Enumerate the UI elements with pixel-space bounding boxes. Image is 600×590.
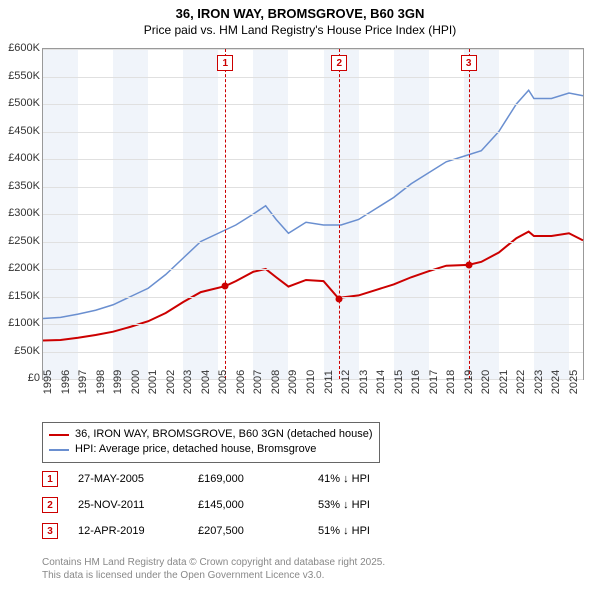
y-axis-label: £450K [8, 125, 40, 137]
x-axis-label: 2018 [445, 370, 457, 394]
transaction-row: 3 12-APR-2019 £207,500 51% ↓ HPI [42, 518, 398, 544]
legend-row: 36, IRON WAY, BROMSGROVE, B60 3GN (detac… [49, 427, 373, 442]
y-axis-label: £250K [8, 235, 40, 247]
sale-marker-badge: 1 [217, 55, 233, 71]
x-axis-label: 2016 [410, 370, 422, 394]
legend-swatch [49, 434, 69, 436]
x-axis-label: 1995 [42, 370, 54, 394]
transaction-hpi: 51% ↓ HPI [318, 525, 398, 537]
sale-marker-dot [222, 283, 229, 290]
y-axis-label: £100K [8, 317, 40, 329]
x-axis-label: 2010 [305, 370, 317, 394]
x-axis-label: 1999 [112, 370, 124, 394]
attribution-line1: Contains HM Land Registry data © Crown c… [42, 556, 385, 569]
transaction-price: £145,000 [198, 499, 298, 511]
sale-marker-line [469, 49, 470, 379]
x-axis-label: 2003 [182, 370, 194, 394]
x-axis-label: 2000 [130, 370, 142, 394]
y-axis-label: £50K [14, 345, 40, 357]
x-axis-label: 2017 [428, 370, 440, 394]
transaction-table: 1 27-MAY-2005 £169,000 41% ↓ HPI 2 25-NOV-201… [42, 466, 398, 544]
gridline [43, 242, 583, 243]
sale-marker-line [339, 49, 340, 379]
transaction-marker: 1 [42, 471, 58, 487]
gridline [43, 297, 583, 298]
transaction-price: £207,500 [198, 525, 298, 537]
transaction-price: £169,000 [198, 473, 298, 485]
x-axis-label: 2013 [358, 370, 370, 394]
legend: 36, IRON WAY, BROMSGROVE, B60 3GN (detac… [42, 422, 380, 463]
y-axis-label: £500K [8, 97, 40, 109]
x-axis-label: 2006 [235, 370, 247, 394]
y-axis-label: £300K [8, 207, 40, 219]
gridline [43, 104, 583, 105]
gridline [43, 77, 583, 78]
x-axis-label: 2004 [200, 370, 212, 394]
sale-marker-badge: 2 [331, 55, 347, 71]
transaction-date: 12-APR-2019 [78, 525, 178, 537]
gridline [43, 49, 583, 50]
chart-container: { "title": "36, IRON WAY, BROMSGROVE, B6… [0, 0, 600, 590]
gridline [43, 132, 583, 133]
gridline [43, 324, 583, 325]
y-axis-label: £550K [8, 70, 40, 82]
series-line [43, 90, 583, 318]
transaction-marker: 3 [42, 523, 58, 539]
legend-label: 36, IRON WAY, BROMSGROVE, B60 3GN (detac… [75, 427, 373, 442]
gridline [43, 187, 583, 188]
x-axis-label: 2009 [287, 370, 299, 394]
attribution-line2: This data is licensed under the Open Gov… [42, 569, 385, 582]
x-axis-label: 2002 [165, 370, 177, 394]
x-axis-label: 2024 [550, 370, 562, 394]
transaction-date: 27-MAY-2005 [78, 473, 178, 485]
x-axis-label: 2015 [393, 370, 405, 394]
x-axis-label: 2023 [533, 370, 545, 394]
x-axis-label: 1996 [60, 370, 72, 394]
x-axis-label: 2012 [340, 370, 352, 394]
x-axis-label: 2001 [147, 370, 159, 394]
y-axis-label: £350K [8, 180, 40, 192]
y-axis-label: £0 [28, 372, 40, 384]
x-axis-label: 2020 [480, 370, 492, 394]
y-axis-label: £400K [8, 152, 40, 164]
x-axis-label: 1997 [77, 370, 89, 394]
legend-label: HPI: Average price, detached house, Brom… [75, 442, 316, 457]
legend-row: HPI: Average price, detached house, Brom… [49, 442, 373, 457]
gridline [43, 214, 583, 215]
x-axis-label: 1998 [95, 370, 107, 394]
y-axis-label: £150K [8, 290, 40, 302]
x-axis-label: 2005 [217, 370, 229, 394]
y-axis-label: £600K [8, 42, 40, 54]
legend-swatch [49, 449, 69, 451]
sale-marker-badge: 3 [461, 55, 477, 71]
sale-marker-dot [465, 261, 472, 268]
chart-title: 36, IRON WAY, BROMSGROVE, B60 3GN [0, 0, 600, 23]
x-axis-label: 2014 [375, 370, 387, 394]
x-axis-label: 2022 [515, 370, 527, 394]
x-axis-label: 2007 [252, 370, 264, 394]
x-axis-label: 2025 [568, 370, 580, 394]
transaction-date: 25-NOV-2011 [78, 499, 178, 511]
transaction-hpi: 53% ↓ HPI [318, 499, 398, 511]
attribution: Contains HM Land Registry data © Crown c… [42, 556, 385, 582]
gridline [43, 159, 583, 160]
gridline [43, 352, 583, 353]
chart-subtitle: Price paid vs. HM Land Registry's House … [0, 23, 600, 41]
x-axis-label: 2011 [323, 370, 335, 394]
plot-area: 1 2 3 [42, 48, 584, 380]
x-axis-label: 2021 [498, 370, 510, 394]
gridline [43, 269, 583, 270]
transaction-row: 1 27-MAY-2005 £169,000 41% ↓ HPI [42, 466, 398, 492]
transaction-row: 2 25-NOV-2011 £145,000 53% ↓ HPI [42, 492, 398, 518]
x-axis-label: 2019 [463, 370, 475, 394]
x-axis-label: 2008 [270, 370, 282, 394]
sale-marker-dot [336, 296, 343, 303]
transaction-marker: 2 [42, 497, 58, 513]
y-axis-label: £200K [8, 262, 40, 274]
sale-marker-line [225, 49, 226, 379]
transaction-hpi: 41% ↓ HPI [318, 473, 398, 485]
